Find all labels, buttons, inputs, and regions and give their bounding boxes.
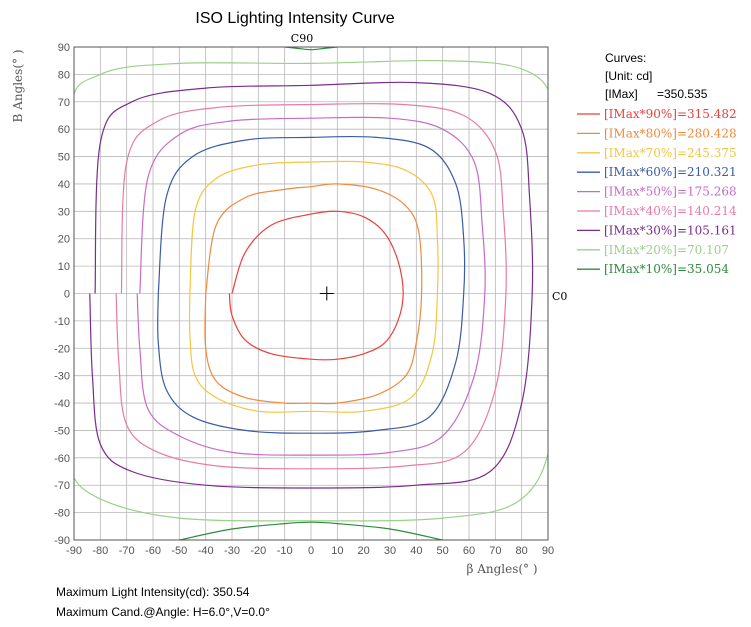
x-tick-label: 0 — [308, 545, 314, 557]
y-tick-label: -50 — [54, 425, 70, 437]
y-tick-label: -70 — [54, 480, 70, 492]
x-tick-label: 70 — [489, 545, 501, 557]
y-tick-label: 0 — [64, 289, 70, 301]
legend-entry-label: [IMax*60%]=210.321 — [604, 165, 737, 179]
y-tick-label: 20 — [58, 234, 70, 246]
legend-imax-label: [IMax] — [605, 87, 638, 101]
y-tick-label: -90 — [54, 535, 70, 547]
x-tick-label: -10 — [277, 545, 293, 557]
legend-entry-label: [IMax*70%]=245.375 — [604, 146, 737, 160]
x-tick-label: 90 — [542, 545, 554, 557]
x-tick-labels: -90 -80 -70 -60 -50 -40 -30 -20 -10 0 10 20 30 40 50 60… — [66, 545, 554, 557]
legend-entry-label: [IMax*40%]=140.214 — [604, 204, 737, 218]
footer-max-angle: Maximum Cand.@Angle: H=6.0°,V=0.0° — [56, 605, 270, 619]
y-tick-labels: 90 80 70 60 50 40 30 20 10 0 -10 -20 -30 -40 -50 -60 -70… — [54, 42, 70, 547]
y-tick-label: 60 — [58, 124, 70, 136]
y-tick-label: -60 — [54, 453, 70, 465]
x-tick-label: -80 — [92, 545, 108, 557]
legend-entry-label: [IMax*90%]=315.482 — [604, 107, 737, 121]
x-tick-label: -20 — [250, 545, 266, 557]
x-axis-label: β Angles(° ) — [466, 562, 537, 576]
legend-entry-label: [IMax*50%]=175.268 — [604, 185, 737, 199]
y-tick-label: 90 — [58, 42, 70, 54]
y-axis-label: B Angles(° ) — [11, 50, 25, 123]
legend-entries: [IMax*90%]=315.482 [IMax*80%]=280.428 [IMa… — [577, 107, 737, 276]
x-tick-label: -70 — [119, 545, 135, 557]
x-tick-label: 50 — [437, 545, 449, 557]
legend-imax-value: =350.535 — [657, 87, 708, 101]
y-tick-label: 50 — [58, 152, 70, 164]
legend-entry-label: [IMax*30%]=105.161 — [604, 223, 737, 237]
y-tick-label: 30 — [58, 206, 70, 218]
y-tick-label: -40 — [54, 398, 70, 410]
x-tick-label: 60 — [463, 545, 475, 557]
y-tick-label: 70 — [58, 97, 70, 109]
legend-title: Curves: — [605, 51, 646, 65]
y-tick-label: -10 — [54, 316, 70, 328]
x-tick-label: -30 — [224, 545, 240, 557]
x-tick-label: 30 — [384, 545, 396, 557]
x-tick-label: -40 — [198, 545, 214, 557]
legend-entry-label: [IMax*80%]=280.428 — [604, 126, 737, 140]
legend-entry-label: [IMax*10%]=35.054 — [604, 262, 729, 276]
y-tick-label: 40 — [58, 179, 70, 191]
chart-title: ISO Lighting Intensity Curve — [195, 10, 394, 27]
x-tick-label: -60 — [145, 545, 161, 557]
right-annotation-c0: C0 — [552, 290, 567, 303]
top-annotation-c90: C90 — [291, 32, 313, 45]
y-tick-label: -30 — [54, 371, 70, 383]
x-tick-label: 80 — [516, 545, 528, 557]
y-tick-label: -80 — [54, 508, 70, 520]
y-tick-label: 10 — [58, 261, 70, 273]
x-tick-label: -50 — [171, 545, 187, 557]
y-tick-label: -20 — [54, 343, 70, 355]
legend: Curves: [Unit: cd] [IMax] =350.535 [IMax… — [577, 51, 737, 276]
legend-entry-label: [IMax*20%]=70.107 — [604, 243, 729, 257]
x-tick-label: 40 — [410, 545, 422, 557]
legend-unit: [Unit: cd] — [605, 69, 652, 83]
x-tick-label: 20 — [358, 545, 370, 557]
footer-max-intensity: Maximum Light Intensity(cd): 350.54 — [56, 585, 250, 599]
y-tick-label: 80 — [58, 69, 70, 81]
x-tick-label: 10 — [331, 545, 343, 557]
